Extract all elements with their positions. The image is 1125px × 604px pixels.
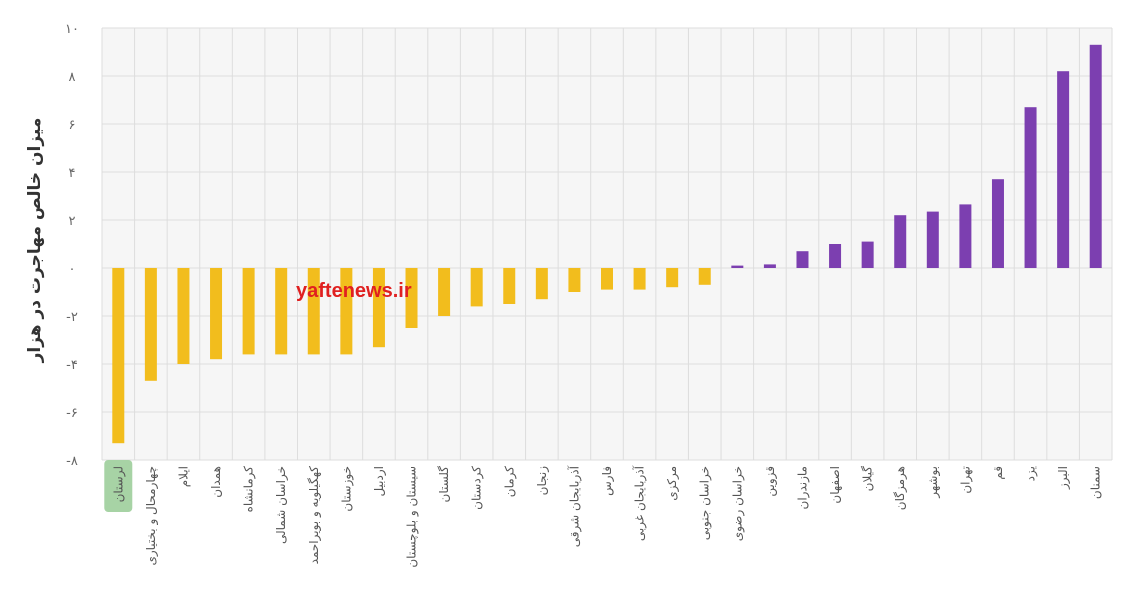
x-category-label: خوزستان xyxy=(339,466,354,512)
x-category-label: خراسان جنوبی xyxy=(698,466,713,540)
x-category-label: مازندران xyxy=(795,466,810,509)
y-tick-label: ۱۰ xyxy=(65,22,79,37)
x-category-label: بوشهر xyxy=(926,466,941,499)
x-category-label: اصفهان xyxy=(828,466,842,504)
x-category-label: تهران xyxy=(958,466,973,494)
x-category-label: سیستان و بلوچستان xyxy=(405,466,420,568)
bar xyxy=(763,264,776,268)
bar xyxy=(633,268,646,290)
y-tick-label: ۰ xyxy=(69,262,76,277)
bar xyxy=(275,268,288,355)
bar xyxy=(307,268,320,355)
x-category-label: همدان xyxy=(209,466,223,498)
y-ticks: ۱۰ ۸ ۶ ۴ ۲ ۰ -۲ -۴ -۶ -۸ xyxy=(65,22,79,469)
bar xyxy=(601,268,613,290)
x-category-label: کرمان xyxy=(502,466,517,498)
bar xyxy=(829,244,842,268)
y-tick-label: -۶ xyxy=(66,406,78,421)
x-category-label: یزد xyxy=(1024,466,1039,481)
x-category-label: اردبیل xyxy=(372,466,387,497)
bar xyxy=(372,268,385,348)
x-category-label: گیلان xyxy=(861,466,875,492)
bar xyxy=(210,268,223,360)
y-tick-label: ۸ xyxy=(69,70,76,85)
x-category-label: خراسان رضوی xyxy=(730,466,745,541)
bar xyxy=(470,268,483,307)
x-category-label: آذربایجان شرقی xyxy=(566,465,582,547)
bar xyxy=(796,251,809,268)
x-category-label: گلستان xyxy=(437,466,451,503)
bar xyxy=(731,265,744,268)
y-axis-title: میزان خالص مهاجرت در هزار xyxy=(25,118,45,364)
bar xyxy=(894,215,907,268)
bar xyxy=(568,268,581,292)
x-category-label: قم xyxy=(991,466,1005,480)
x-category-label: فارس xyxy=(600,466,615,496)
bar xyxy=(959,204,972,268)
bar xyxy=(177,268,190,364)
bar xyxy=(144,268,157,381)
bar xyxy=(438,268,451,316)
bar xyxy=(861,241,874,268)
x-category-label: لرستان xyxy=(111,466,126,502)
bar xyxy=(112,268,125,444)
bar xyxy=(1089,44,1102,268)
y-tick-label: -۲ xyxy=(66,310,78,325)
x-category-labels: لرستان چهارمحال و بختیاری ایلام همدان کرمانش… xyxy=(104,460,1103,568)
bar xyxy=(405,268,418,328)
x-category-label: ایلام xyxy=(176,466,190,487)
x-category-label: البرز xyxy=(1056,466,1071,490)
highlight-label-box xyxy=(104,460,133,512)
x-category-label: هرمزگان xyxy=(893,466,908,510)
bar xyxy=(698,268,711,285)
bar xyxy=(991,179,1004,268)
x-category-label: قزوین xyxy=(763,466,778,497)
plot-area xyxy=(102,28,1112,460)
y-tick-label: -۸ xyxy=(66,454,78,469)
x-category-label: چهارمحال و بختیاری xyxy=(144,466,159,566)
x-category-label: کهگیلویه و بویراحمد xyxy=(307,466,322,565)
bar xyxy=(1057,71,1070,268)
x-category-label: کرمانشاه xyxy=(242,466,257,513)
bar xyxy=(666,268,679,288)
grid-lines xyxy=(101,27,1113,461)
y-tick-label: -۴ xyxy=(66,358,78,373)
bar xyxy=(926,211,939,268)
y-tick-label: ۶ xyxy=(69,118,76,133)
bar xyxy=(1024,107,1037,268)
x-category-label: مرکزی xyxy=(665,466,680,501)
y-tick-label: ۴ xyxy=(69,166,76,181)
bar xyxy=(535,268,548,300)
x-category-label: سمنان xyxy=(1089,466,1103,499)
y-tick-label: ۲ xyxy=(69,214,76,229)
bar xyxy=(242,268,255,355)
bar xyxy=(503,268,516,304)
x-category-label: زنجان xyxy=(535,466,550,496)
bars xyxy=(112,44,1102,444)
watermark-text: yaftenews.ir xyxy=(296,280,412,302)
x-category-label: خراسان شمالی xyxy=(274,466,289,544)
x-category-label: آذربایجان غربی xyxy=(632,465,648,541)
x-category-label: کردستان xyxy=(470,466,485,510)
bar xyxy=(340,268,353,355)
